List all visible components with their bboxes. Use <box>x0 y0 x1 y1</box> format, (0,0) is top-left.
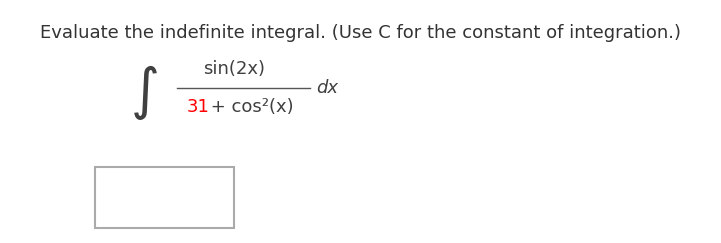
Text: sin(2x): sin(2x) <box>203 60 265 78</box>
Text: 31: 31 <box>186 98 209 116</box>
Text: ∫: ∫ <box>131 66 159 120</box>
Text: Evaluate the indefinite integral. (Use C for the constant of integration.): Evaluate the indefinite integral. (Use C… <box>40 24 681 42</box>
Text: + cos²(x): + cos²(x) <box>205 98 294 116</box>
Bar <box>94 167 234 228</box>
Text: dx: dx <box>317 79 338 97</box>
